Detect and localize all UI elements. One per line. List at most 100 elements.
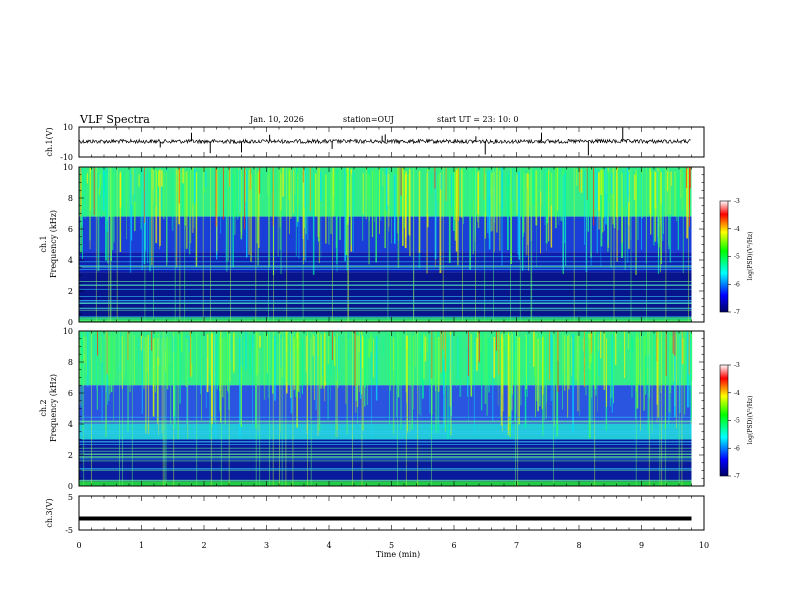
ch2-spec-streak [467,333,468,397]
ch2-spec-streak [396,338,398,418]
ch2-spec-vline [210,331,212,486]
ch1-spec-vline [462,167,463,322]
ch2-spec-streak [516,337,518,379]
ch1-spec-streak [409,169,411,236]
ch1-spec-streak [134,169,136,202]
ch1-spec-streak [126,171,127,240]
x-axis-label: Time (min) [376,550,420,559]
ch1-spec-streak [238,174,239,196]
ch2-spec-streak [348,337,351,351]
ch2-spec-vline [173,331,175,486]
ch1-spec-streak [303,171,305,261]
ch2-spec-streak [336,333,338,437]
ch2-spec-streak [689,331,690,407]
ch2-spec-vline [352,331,353,486]
ch2-spec-vline [272,331,274,486]
ch1-spec-streak [477,171,479,215]
ch1-spec-streak [660,172,663,205]
ch1-spec-streak [544,169,546,225]
date-label: Jan. 10, 2026 [249,115,304,124]
ch2-spec-impulse [549,331,551,381]
ch2-spec-vline [220,331,222,486]
ch1-colorbar-tick-label: -5 [734,254,740,261]
ch2-spec-streak [105,332,107,437]
ch1-spec-streak [621,173,623,244]
ch1-spec-streak [501,167,503,210]
ch1-spec-streak [407,173,410,235]
ch1-spec-impulse [143,167,145,223]
ch1-spec-impulse [689,167,690,227]
ch2-spec-streak [535,334,538,402]
ch1-spec-streak [624,172,627,270]
ch2-spec-streak [256,332,258,376]
ch2-spec-streak [400,333,402,430]
ch1-spec-streak [536,171,537,268]
ch2-spec-impulse [478,331,480,363]
ch2-spec-streak [682,338,684,364]
ch1-spec-streak [455,169,458,252]
ch1-spec-streak [487,170,489,233]
ch1-spec-hline [79,267,692,269]
ch1-spec-streak [368,174,370,265]
ch2-spec-streak [669,334,672,393]
ch2-spec-vline [310,331,312,486]
ch1-colorbar-tick-label: -7 [734,309,740,316]
ch2-spec-streak [459,331,462,397]
ch2-spec-streak [689,337,691,392]
ch1-spec-streak [508,170,510,186]
ch1-spec-streak [662,170,664,241]
ch2-spec-streak [456,338,457,388]
ch2-spec-streak [158,338,160,436]
ch2-spec-impulse [442,331,444,350]
ch1-spec-streak [590,168,592,266]
ch2-spec-streak [358,331,360,393]
ch2-spec-band [79,439,692,482]
ch2-spec-streak [451,332,453,364]
ch2-colorbar [719,364,729,477]
ch2-spec-streak [101,335,103,422]
ch1-spec-streak [155,167,157,207]
ch1-spec-streak [604,170,605,231]
ch2-spec-streak [502,338,504,412]
ch1-spec-streak [349,168,351,183]
ch1-spec-vline [202,167,204,322]
ch1-spec-streak [277,169,279,257]
ch2-spec-streak [375,336,378,401]
ch1-spec-impulse [685,167,687,188]
ch2-spec-streak [280,331,282,433]
ch1-spec-streak [448,170,451,264]
ch1-spec-streak [499,169,501,251]
ch2-spec-streak [337,337,339,389]
ch1-spec-impulse [222,167,224,220]
ch2-spec-streak [257,332,259,432]
ch1-spec-streak [453,168,455,231]
ch1-wave-ylabel: ch.1(V) [45,127,54,156]
ch2-spec-vline [281,331,283,486]
ch2-spec-streak [295,338,298,397]
ch2-spec-streak [527,334,529,384]
ch2-spec-streak [327,331,329,420]
ch2-spec-streak [437,336,440,392]
ch2-spec-streak [322,336,324,377]
ch2-spec-streak [393,337,394,370]
ch2-spec-streak [444,337,447,432]
ch1-spec-vline [116,167,118,322]
ch1-spec-hline [79,318,692,320]
ch2-spec-streak [286,333,288,383]
ch2-spec-streak [147,334,149,373]
ch2-spec-streak [226,331,228,392]
ch2-spec-streak [100,336,103,363]
ch2-spec-vline [292,331,294,486]
ch1-waveform-panel: 10 -10 ch.1(V) [45,123,705,162]
ch1-spec-streak [100,168,102,218]
ch2-spec-streak [647,331,649,385]
ch1-spec-hline [79,285,692,286]
ch2-spec-hline [79,468,692,470]
ch1-spec-streak [550,173,553,248]
ch1-spec-streak [323,174,325,202]
ch1-spec-vline [519,167,521,322]
ch2-spec-streak [426,334,428,352]
ch1-spec-streak [474,169,476,252]
ch2-spec-streak [524,336,527,428]
